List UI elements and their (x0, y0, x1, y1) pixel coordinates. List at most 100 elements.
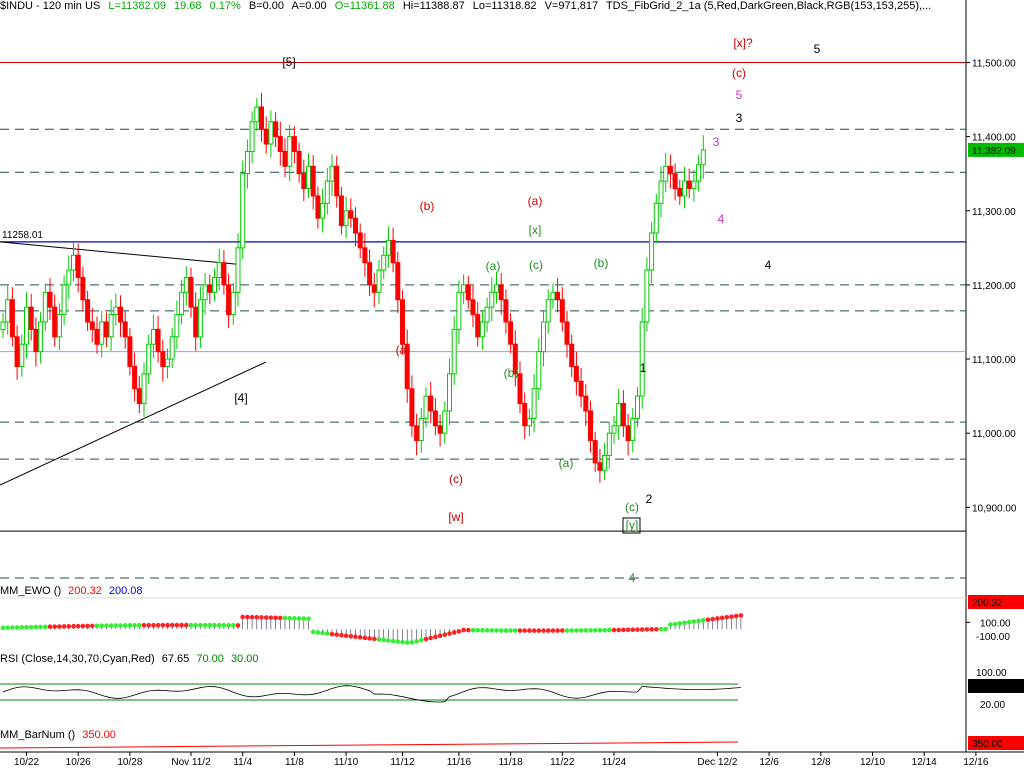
ewo-dot (545, 628, 551, 633)
candle-body (630, 417, 636, 442)
candle-body (207, 284, 213, 293)
candle-body (197, 299, 203, 338)
ewo-dot (282, 615, 288, 621)
candle-body (103, 321, 109, 338)
ewo-dot (400, 639, 405, 645)
ewo-dot (484, 628, 490, 633)
trendline-upper (0, 241, 237, 265)
candle-body (395, 262, 401, 301)
header-ask: A=0.00 (291, 0, 327, 12)
rsi-last-label: 67.65 (972, 682, 997, 693)
candle-body (19, 343, 25, 367)
candle-body (259, 106, 264, 130)
candle-body (193, 306, 199, 338)
ewo-dot (710, 616, 715, 622)
ewo-dot (118, 623, 123, 628)
candle-body (174, 314, 180, 338)
ewo-dot (254, 614, 260, 620)
candle-body (263, 128, 269, 145)
ewo-dot (104, 623, 109, 628)
candle-body (235, 247, 241, 293)
candle-body (677, 188, 683, 197)
candle-body (5, 299, 11, 323)
time-axis-label: 10/22 (14, 757, 39, 768)
ewo-dot (94, 623, 100, 629)
candle-body (559, 299, 565, 323)
candle-body (99, 321, 105, 345)
candle-body (447, 373, 452, 412)
ewo-dot (635, 627, 640, 632)
candle-body (649, 232, 655, 271)
ewo-dot (442, 632, 448, 637)
price-axis-tick-label: 11,100.00 (972, 355, 1016, 366)
candle-body (28, 306, 34, 330)
candle-body (526, 417, 532, 427)
candle-body (696, 164, 702, 182)
ewo-dot (75, 623, 81, 629)
candle-body (465, 284, 471, 301)
candle-body (367, 262, 373, 286)
ewo-dot (592, 627, 598, 633)
ewo-dot (343, 633, 349, 639)
ewo-dot (43, 624, 48, 630)
candle-body (127, 336, 133, 367)
candle-body (564, 321, 570, 345)
time-axis-label: Dec 12/2 (697, 757, 737, 768)
ewo-dot (602, 627, 607, 633)
ewo-last-label: 200.32 (972, 598, 1003, 609)
candle-body (66, 269, 72, 286)
candle-body (470, 299, 476, 316)
rsi-last-badge (968, 679, 1024, 693)
chart-header: $INDU - 120 min US L=11382.09 19.68 0.17… (0, 0, 936, 12)
time-axis-label: 12/16 (963, 757, 988, 768)
wave-label: 4 (629, 571, 636, 585)
candle-body (216, 262, 222, 278)
time-axis-label: 11/4 (233, 757, 252, 768)
candle-body (432, 410, 438, 427)
ewo-axis-label: -100.00 (976, 632, 1010, 643)
last-price-label: 11,382.09 (972, 146, 1016, 157)
ewo-dot (292, 616, 297, 621)
candle-body (691, 180, 697, 190)
wave-label: 5 (736, 88, 743, 102)
ewo-dot (310, 629, 316, 635)
ewo-dot (66, 624, 72, 629)
ewo-dot (99, 623, 104, 629)
price-axis-tick-label: 10,900.00 (972, 503, 1017, 514)
ewo-value-2: 200.08 (108, 585, 143, 597)
candle-body (381, 254, 387, 271)
ewo-dot (644, 627, 650, 632)
candle-body (512, 343, 518, 375)
wave-label: 3 (736, 111, 743, 125)
header-bid: B=0.00 (248, 0, 285, 12)
candle-body (667, 165, 673, 175)
candle-body (418, 417, 424, 442)
candle-body (639, 321, 645, 397)
ewo-dot (240, 614, 245, 620)
ewo-last-badge (968, 595, 1024, 609)
candle-body (404, 343, 410, 390)
candle-body (244, 150, 250, 175)
ewo-dot (733, 613, 739, 619)
candle-body (141, 373, 147, 405)
candle-body (38, 321, 44, 353)
ewo-dot (169, 622, 175, 628)
candle-body (315, 195, 321, 219)
ewo-dot (668, 622, 673, 627)
ewo-dot (329, 631, 335, 637)
candle-body (329, 165, 335, 182)
ewo-dot (127, 623, 133, 628)
wave-label: (c) (449, 472, 463, 486)
ewo-dot (386, 638, 391, 643)
ewo-dot (480, 627, 485, 633)
header-low: Lo=11318.82 (472, 0, 537, 12)
candle-body (357, 232, 363, 249)
candle-body (620, 403, 626, 427)
candle-body (212, 277, 217, 293)
header-change-pct: 0.17% (209, 0, 241, 12)
candle-body (545, 299, 551, 323)
ewo-dot (560, 628, 565, 633)
ewo-dot (367, 636, 372, 641)
ewo-dot (357, 635, 363, 640)
